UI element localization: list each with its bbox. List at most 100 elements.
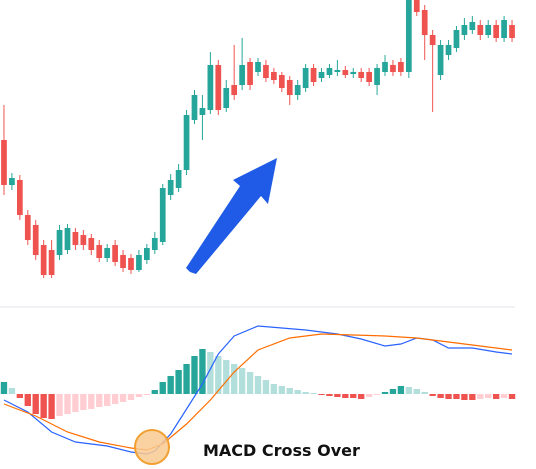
histogram-bar xyxy=(96,394,103,407)
macd-panel xyxy=(0,325,516,455)
histogram-bar xyxy=(0,382,8,394)
histogram-bar xyxy=(254,376,262,394)
histogram-bar xyxy=(80,394,87,410)
histogram-bar xyxy=(365,394,373,397)
candle-body xyxy=(72,232,79,245)
candle-body xyxy=(24,215,31,240)
cross-over-marker xyxy=(134,429,170,465)
histogram-bar xyxy=(350,394,357,398)
candle-body xyxy=(286,80,293,95)
candle-body xyxy=(366,72,372,82)
candle-body xyxy=(326,68,333,75)
histogram-bar xyxy=(8,388,16,394)
histogram-bar xyxy=(469,394,476,400)
histogram-bar xyxy=(167,376,174,394)
histogram-bar xyxy=(500,394,508,398)
candle-body xyxy=(318,72,325,78)
histogram-bar xyxy=(270,384,278,394)
candle-body xyxy=(207,65,214,110)
candle-body xyxy=(80,235,87,245)
histogram-bar xyxy=(207,352,214,394)
histogram-bar xyxy=(389,389,397,394)
histogram-bar xyxy=(485,394,492,398)
histogram-bar xyxy=(151,390,158,394)
candle-body xyxy=(413,0,420,12)
histogram-bar xyxy=(358,394,365,399)
candle-body xyxy=(239,65,245,85)
candle-body xyxy=(223,88,230,108)
histogram-bar xyxy=(342,394,349,398)
histogram-bar xyxy=(24,394,31,406)
candle-body xyxy=(509,25,515,38)
candle-body xyxy=(215,65,222,110)
candle-body xyxy=(96,245,103,258)
histogram-bar xyxy=(437,394,444,398)
price-panel xyxy=(1,0,515,278)
candle-body xyxy=(310,68,317,82)
candle-body xyxy=(445,45,452,55)
histogram-bar xyxy=(16,394,24,398)
histogram-bar xyxy=(373,394,381,395)
candle-body xyxy=(334,70,341,72)
histogram-bar xyxy=(302,392,309,394)
histogram-bar xyxy=(246,372,254,394)
histogram-bar xyxy=(508,394,516,399)
histogram-bar xyxy=(143,394,151,395)
histogram-bar xyxy=(334,394,341,397)
histogram-bar xyxy=(48,394,55,419)
candle-body xyxy=(477,25,484,35)
candle-body xyxy=(199,108,206,115)
histogram-bar xyxy=(175,370,182,394)
histogram-bar xyxy=(286,388,293,394)
candle-body xyxy=(175,170,182,188)
annotation: MACD Cross Over xyxy=(203,441,360,460)
candle-body xyxy=(151,238,158,250)
candle-body xyxy=(453,30,460,48)
candle-body xyxy=(104,248,111,258)
histogram-bar xyxy=(40,394,47,418)
candle-body xyxy=(493,25,500,38)
histogram-bar xyxy=(429,394,436,396)
candle-body xyxy=(302,68,309,88)
histogram-bar xyxy=(326,394,333,396)
candle-body xyxy=(1,140,7,185)
candle-body xyxy=(437,45,444,75)
candle-body xyxy=(429,35,436,45)
histogram-bar xyxy=(223,360,230,394)
candle-body xyxy=(231,85,238,95)
histogram-bar xyxy=(397,386,405,394)
histogram-bar xyxy=(111,394,119,404)
histogram-bar xyxy=(294,390,301,394)
candle-body xyxy=(167,180,174,195)
candle-body xyxy=(56,230,63,255)
histogram-bar xyxy=(103,394,111,406)
candle-body xyxy=(183,115,190,170)
histogram-bar xyxy=(238,368,246,394)
candle-body xyxy=(294,85,301,95)
histogram-bar xyxy=(461,394,468,400)
histogram-bar xyxy=(199,349,206,394)
histogram-bar xyxy=(453,394,460,399)
candle-body xyxy=(271,72,277,80)
histogram-bar xyxy=(477,394,484,399)
candle-body xyxy=(40,245,47,275)
histogram-bar xyxy=(405,387,413,394)
histogram-bar xyxy=(64,394,71,414)
candle-body xyxy=(263,65,269,78)
candle-body xyxy=(382,62,388,72)
candle-body xyxy=(64,228,71,250)
histogram-bar xyxy=(72,394,79,412)
candle-body xyxy=(501,20,507,38)
histogram-bar xyxy=(127,394,135,400)
candle-body xyxy=(9,178,15,185)
candle-body xyxy=(461,25,468,35)
candle-body xyxy=(48,250,55,275)
histogram-bar xyxy=(413,389,420,394)
candle-body xyxy=(120,255,126,268)
histogram-bar xyxy=(318,394,325,395)
histogram-bar xyxy=(119,394,127,402)
candle-body xyxy=(485,25,492,35)
histogram-bar xyxy=(159,382,166,394)
candle-body xyxy=(159,188,166,242)
